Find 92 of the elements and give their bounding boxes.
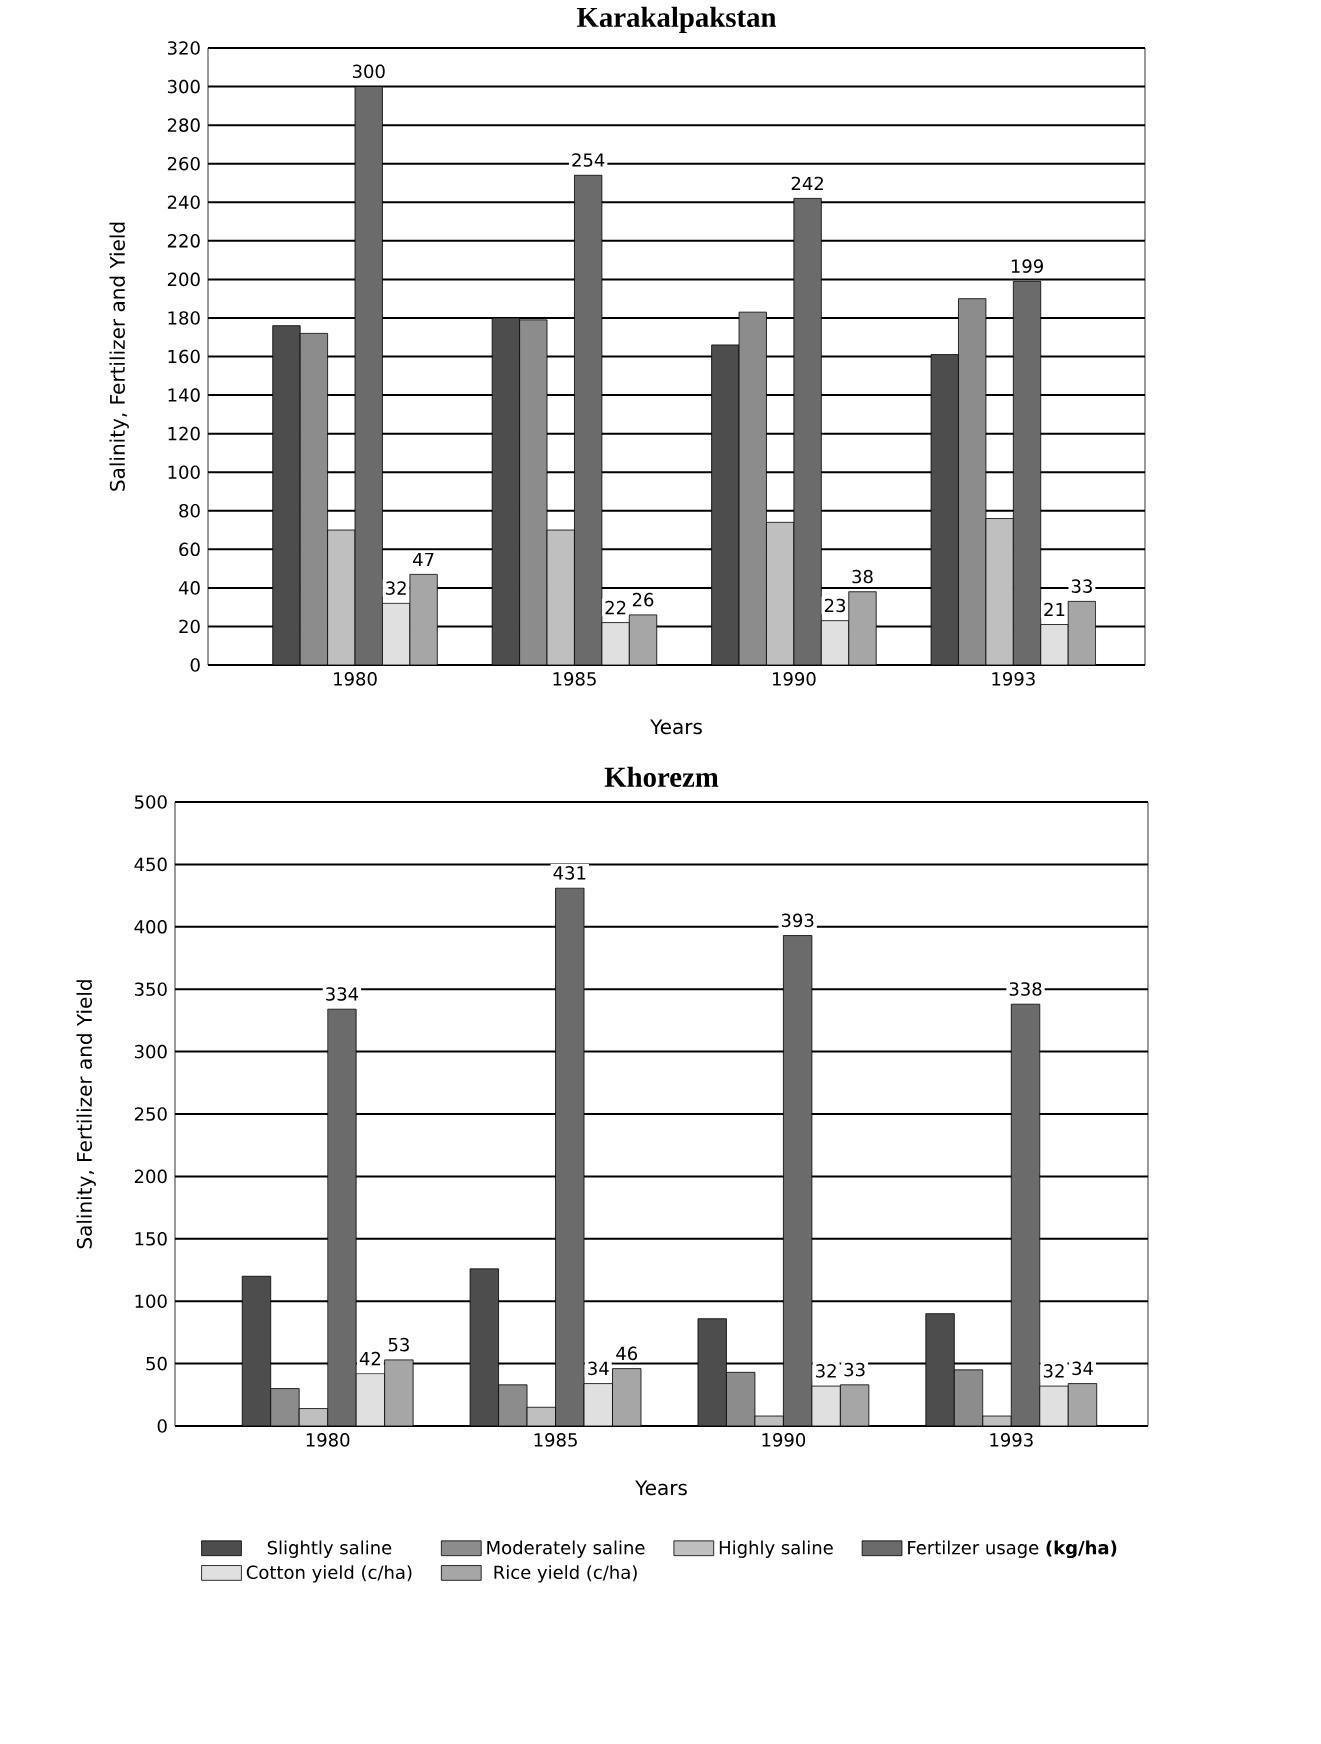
x-axis-title: Years [650,719,702,735]
bar [555,887,585,1427]
data-label: 23 [824,598,846,613]
data-label: 32 [816,1364,836,1378]
bar [409,573,438,666]
y-tick-label: 160 [168,349,200,364]
data-label: 393 [781,913,814,928]
y-tick-label: 180 [168,311,200,325]
x-tick-label: 1980 [306,1433,350,1447]
x-tick-label: 1993 [990,1433,1033,1447]
data-label: 26 [632,592,654,607]
bar [628,614,658,666]
bar [848,591,877,666]
bar [327,529,356,666]
x-tick-label: 1993 [992,672,1035,686]
y-tick-label: 150 [135,1232,167,1246]
legend-label: Fertilzer usage (kg/ha) [908,1540,1117,1559]
bar [354,86,383,666]
x-tick-label: 1990 [772,672,816,686]
y-axis-title: Salinity, Fertilizer and Yield [109,222,129,491]
y-tick-label: 500 [134,795,167,809]
chart-title: Karakalpakstan [576,6,777,33]
y-tick-label: 200 [167,272,200,287]
bar [766,521,795,666]
data-label: 21 [1044,602,1065,617]
bar [546,529,575,666]
data-label: 242 [791,176,823,191]
data-label: 34 [588,1361,609,1376]
bar [985,518,1014,666]
bar [783,935,813,1427]
y-tick-label: 100 [168,465,200,479]
y-tick-label: 50 [146,1356,167,1371]
data-label: 22 [605,600,626,615]
data-label: 34 [1072,1361,1093,1376]
x-tick-label: 1985 [553,672,596,686]
legend-label: Slightly saline [267,1540,392,1558]
y-tick-label: 0 [157,1419,167,1433]
y-tick-label: 400 [134,920,167,934]
data-label: 32 [1043,1364,1064,1378]
bar [1010,1003,1041,1427]
chart-title: Khorezm [604,766,719,787]
data-label: 33 [1071,579,1092,593]
y-tick-label: 280 [167,118,200,132]
bar [241,1275,272,1427]
data-label: 38 [852,569,873,584]
data-label: 334 [326,987,359,1001]
data-label: 199 [1011,259,1043,273]
bar [925,1313,955,1427]
y-tick-label: 300 [167,79,200,94]
bar [327,1008,357,1427]
y-axis-title: Salinity, Fertilizer and Yield [76,980,96,1249]
y-tick-label: 80 [179,503,200,518]
legend-label: Cotton yield (c/ha) [246,1565,412,1583]
data-label: 53 [388,1337,409,1352]
y-tick-label: 240 [167,195,200,210]
legend-label: Rice yield (c/ha) [494,1565,637,1583]
bar [1012,280,1042,666]
x-axis-title: Years [635,1480,687,1496]
y-tick-label: 250 [134,1107,167,1121]
y-tick-label: 0 [190,658,200,672]
data-label: 300 [352,64,385,79]
y-tick-label: 20 [179,619,200,634]
y-tick-label: 100 [135,1294,167,1309]
data-label: 33 [844,1362,865,1377]
y-tick-label: 350 [134,982,167,997]
y-tick-label: 300 [134,1044,167,1059]
legend-label: Highly saline [719,1540,833,1558]
y-tick-label: 140 [168,388,200,402]
bar [697,1318,727,1427]
x-tick-label: 1985 [534,1433,577,1447]
data-label: 431 [553,866,586,880]
y-tick-label: 320 [167,41,200,55]
y-tick-label: 220 [167,234,200,248]
y-tick-label: 260 [167,156,200,171]
x-tick-label: 1980 [334,672,377,686]
bar [469,1268,499,1427]
bar [1067,600,1097,666]
y-tick-label: 450 [134,857,167,872]
data-label: 338 [1009,982,1042,996]
y-tick-label: 120 [168,426,200,441]
bar [574,174,603,666]
data-label: 46 [616,1346,638,1361]
y-tick-label: 200 [134,1169,167,1184]
y-tick-label: 60 [179,542,200,557]
y-tick-label: 40 [178,581,200,595]
data-label: 32 [386,581,406,595]
x-tick-label: 1990 [762,1433,806,1447]
data-label: 47 [413,552,434,566]
bar [793,198,822,666]
data-label: 254 [572,153,605,167]
legend-label: Moderately saline [487,1540,645,1558]
data-label: 42 [359,1351,381,1366]
